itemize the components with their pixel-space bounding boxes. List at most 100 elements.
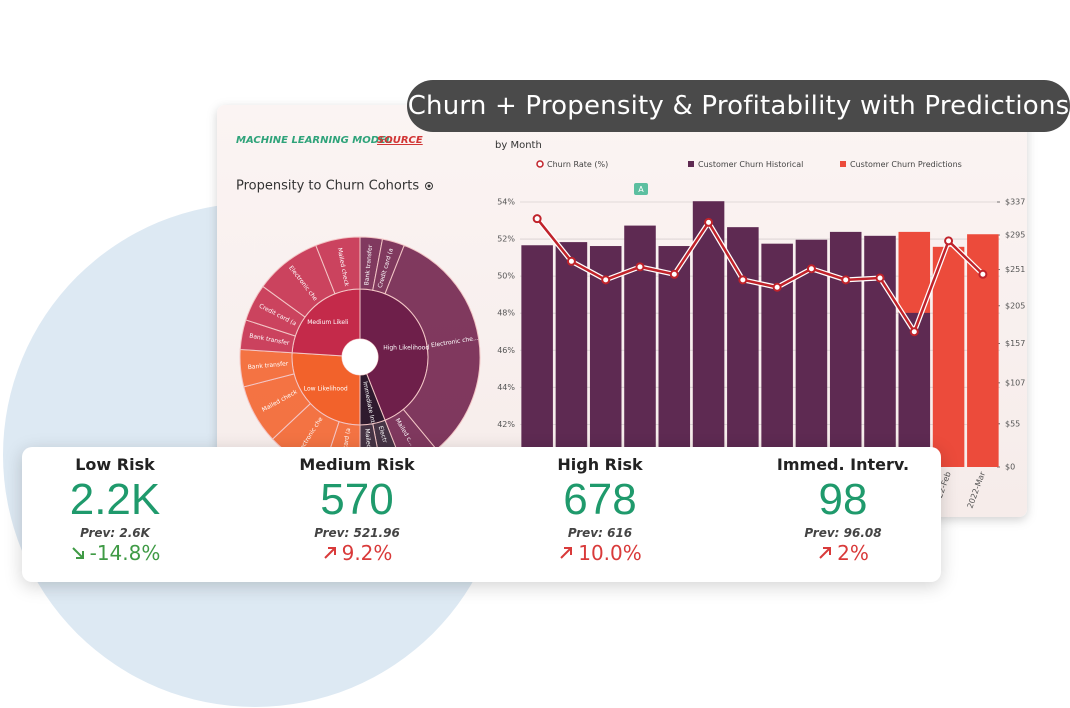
bar <box>521 245 553 467</box>
trend-arrow <box>323 547 336 559</box>
kpi-card: Low Risk 2.2K Prev: 2.6K -14.8% Medium Risk 5… <box>22 447 941 582</box>
y-tick-label: 46% <box>497 346 515 355</box>
y-tick-label: 44% <box>497 383 515 392</box>
line-point <box>704 217 714 227</box>
line-point <box>601 275 611 285</box>
sunburst-label: Electr <box>377 425 389 444</box>
sunburst-label: Bank transfer <box>363 244 374 286</box>
plot: 42% 44% 46% 48% 50% 52% 54% $0 $55 $107 $157 $205 $2… <box>497 198 1025 510</box>
bar <box>932 246 965 467</box>
line-point <box>909 327 919 337</box>
legend-label: Churn Rate (%) <box>547 160 608 169</box>
kpi-title: High Risk <box>557 455 643 474</box>
legend-marker <box>688 161 694 167</box>
kpi-column: High Risk 678 Prev: 616 10.0% <box>490 447 710 566</box>
kpi-change-value: 9.2% <box>341 541 393 565</box>
line-point <box>566 256 576 266</box>
arrow-path <box>71 547 84 559</box>
kpi-change: 2% <box>733 540 953 566</box>
kpi-change-value: -14.8% <box>89 541 161 565</box>
sunburst-label: Low Likelihood <box>304 386 348 393</box>
kpi-column: Immed. Interv. 98 Prev: 96.08 2% <box>733 447 953 566</box>
legend: Churn Rate (%) Customer Churn Historical C… <box>536 160 962 169</box>
y2-tick-label: $107 <box>1005 378 1025 387</box>
kpi-value: 678 <box>563 475 637 524</box>
bar <box>898 312 931 467</box>
kpi-prev: Prev: 521.96 <box>314 526 400 540</box>
trend-arrow <box>560 547 573 559</box>
y2-tick-label: $0 <box>1005 463 1015 472</box>
line-point <box>635 262 645 272</box>
bar <box>967 234 999 467</box>
sunburst-label: Medium Likeli <box>307 319 349 326</box>
y2-tick-label: $205 <box>1005 301 1025 310</box>
y-tick-label: 52% <box>497 235 515 244</box>
sunburst-wedge <box>384 244 481 451</box>
kpi-prev: Prev: 2.6K <box>80 526 150 540</box>
y2-tick-label: $337 <box>1005 198 1025 207</box>
y-tick-label: 42% <box>497 420 515 429</box>
bar <box>864 235 896 467</box>
bar <box>795 239 828 467</box>
line-point <box>978 269 988 279</box>
kpi-title: Immed. Interv. <box>776 455 910 474</box>
kpi-change: 9.2% <box>247 540 467 566</box>
kpi-change: 10.0% <box>490 540 710 566</box>
line-point <box>738 275 748 285</box>
kpi-title: Medium Risk <box>299 455 415 474</box>
arrow-path <box>560 547 573 559</box>
kpi-value: 98 <box>818 475 868 524</box>
kpi-change-value: 10.0% <box>578 541 642 565</box>
info-icon[interactable] <box>425 182 433 190</box>
legend-label: Customer Churn Historical <box>698 160 803 169</box>
line-point <box>841 275 851 285</box>
kpi-column: Medium Risk 570 Prev: 521.96 9.2% <box>247 447 467 566</box>
chart-subtitle: by Month <box>495 140 542 151</box>
bar <box>555 242 588 467</box>
y-tick-label: 48% <box>497 309 515 318</box>
annotation-tag[interactable] <box>634 183 648 195</box>
trend-arrow <box>71 547 84 559</box>
sunburst-wedge <box>315 236 361 295</box>
legend-marker <box>536 160 544 168</box>
bar <box>727 227 759 467</box>
arrow-path <box>323 547 336 559</box>
line-point <box>806 264 816 274</box>
annotation: A <box>638 185 644 194</box>
info-icon-dot <box>427 184 431 188</box>
page-title: Churn + Propensity & Profitability with … <box>407 80 1070 132</box>
kpi-column: Low Risk 2.2K Prev: 2.6K -14.8% <box>5 447 225 566</box>
arrow-path <box>819 547 832 559</box>
y2-tick-label: $55 <box>1005 419 1020 428</box>
y-tick-label: 54% <box>497 198 515 207</box>
legend-label: Customer Churn Predictions <box>850 160 962 169</box>
source-label: MACHINE LEARNING MODEL <box>236 135 392 146</box>
legend-marker <box>840 161 846 167</box>
kpi-change: -14.8% <box>5 540 225 566</box>
bar <box>624 225 656 467</box>
sunburst-label: High Likelihood <box>383 345 429 352</box>
line-point <box>669 269 679 279</box>
sunburst-hole <box>342 339 378 375</box>
bar <box>692 201 725 467</box>
line-point <box>772 282 782 292</box>
kpi-change-value: 2% <box>837 541 869 565</box>
line-point <box>875 273 885 283</box>
kpi-prev: Prev: 616 <box>567 526 633 540</box>
sunburst-label: Bank transfer <box>247 360 289 371</box>
line-point <box>532 214 542 224</box>
kpi-value: 570 <box>320 475 394 524</box>
bar <box>658 246 691 467</box>
y2-tick-label: $295 <box>1005 231 1025 240</box>
line-point <box>944 236 954 246</box>
kpi-prev: Prev: 96.08 <box>804 526 882 540</box>
y2-tick-label: $251 <box>1005 265 1025 274</box>
y2-tick-label: $157 <box>1005 339 1025 348</box>
source-link[interactable]: SOURCE <box>377 135 423 146</box>
trend-arrow <box>819 547 832 559</box>
line <box>536 217 984 333</box>
bar <box>761 243 793 467</box>
kpi-value: 2.2K <box>69 475 161 524</box>
